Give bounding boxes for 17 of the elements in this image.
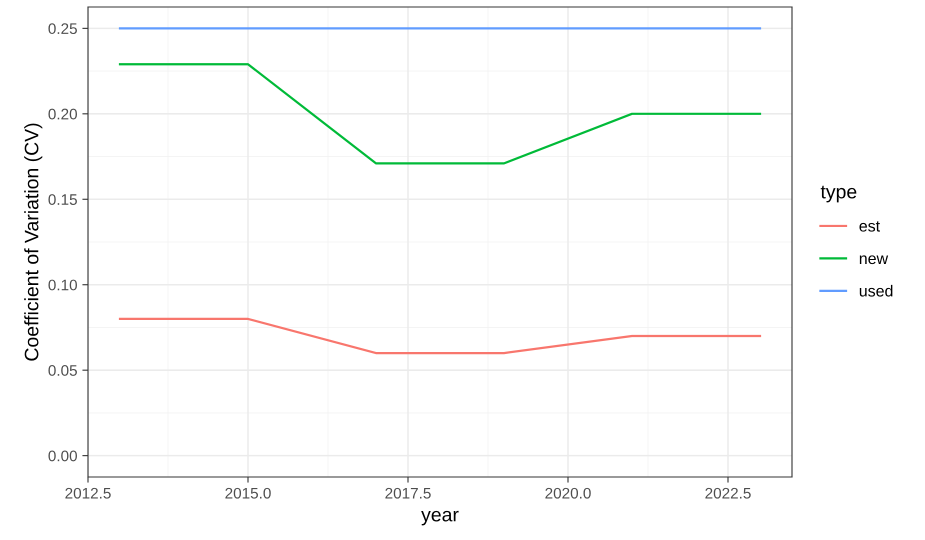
x-tick-label: 2022.5 (705, 488, 751, 499)
legend-label: est (859, 221, 880, 232)
legend-label: new (860, 255, 888, 264)
x-tick-label: 2020.0 (545, 488, 591, 499)
legend-label: used (860, 284, 892, 297)
y-tick-label: 0.25 (48, 23, 77, 34)
x-tick-label: 2017.5 (385, 488, 431, 499)
y-tick-label: 0.15 (48, 194, 77, 205)
y-tick-label: 0.05 (48, 365, 77, 376)
x-axis-title: year (421, 510, 459, 526)
y-tick-label: 0.00 (48, 450, 77, 462)
x-tick-label: 2012.5 (65, 488, 111, 499)
legend-title: type (820, 186, 856, 202)
y-tick-label: 0.10 (48, 280, 77, 290)
y-tick-label: 0.20 (48, 108, 77, 120)
x-tick-label: 2015.0 (225, 488, 271, 499)
y-axis-title: Coefficient of Variation (CV) (24, 124, 42, 361)
